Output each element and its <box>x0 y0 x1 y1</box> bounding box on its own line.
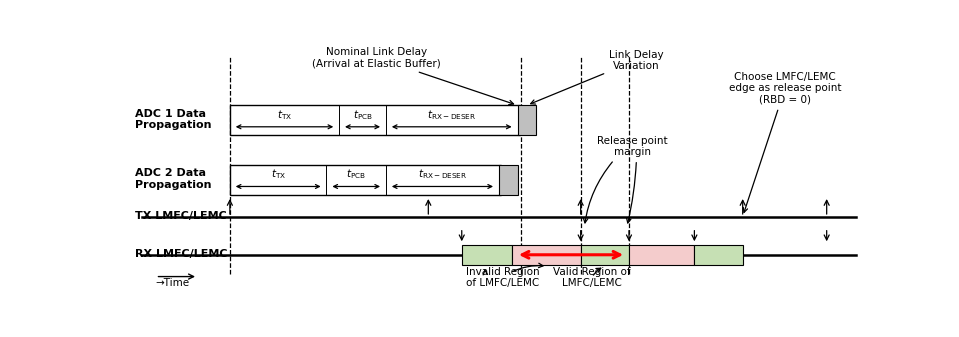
Text: ADC 2 Data
Propagation: ADC 2 Data Propagation <box>134 168 211 190</box>
Bar <box>694 245 742 265</box>
Text: $t_{\rm RX-DESER}$: $t_{\rm RX-DESER}$ <box>427 108 477 122</box>
Bar <box>499 165 518 195</box>
Text: Release point
margin: Release point margin <box>597 135 668 157</box>
Bar <box>518 105 536 135</box>
Bar <box>230 165 502 195</box>
Text: ADC 1 Data
Propagation: ADC 1 Data Propagation <box>134 109 211 130</box>
Text: $t_{\rm TX}$: $t_{\rm TX}$ <box>277 108 292 122</box>
Bar <box>230 105 520 135</box>
Text: $t_{\rm PCB}$: $t_{\rm PCB}$ <box>346 167 366 181</box>
Text: $t_{\rm RX-DESER}$: $t_{\rm RX-DESER}$ <box>418 167 467 181</box>
Bar <box>629 245 694 265</box>
Text: Nominal Link Delay
(Arrival at Elastic Buffer): Nominal Link Delay (Arrival at Elastic B… <box>312 47 514 105</box>
Bar <box>581 245 629 265</box>
Text: →Time: →Time <box>155 278 190 288</box>
Text: $t_{\rm PCB}$: $t_{\rm PCB}$ <box>353 108 372 122</box>
Bar <box>462 245 512 265</box>
Bar <box>512 245 581 265</box>
Text: Valid Region of
LMFC/LEMC: Valid Region of LMFC/LEMC <box>553 267 631 288</box>
Text: Link Delay
Variation: Link Delay Variation <box>530 50 664 104</box>
Text: $t_{\rm TX}$: $t_{\rm TX}$ <box>270 167 286 181</box>
Text: Invalid Region
of LMFC/LEMC: Invalid Region of LMFC/LEMC <box>466 267 540 288</box>
Text: TX LMFC/LEMC: TX LMFC/LEMC <box>134 211 226 221</box>
Text: RX LMFC/LEMC: RX LMFC/LEMC <box>134 249 227 259</box>
Text: Choose LMFC/LEMC
edge as release point
(RBD = 0): Choose LMFC/LEMC edge as release point (… <box>729 71 841 212</box>
